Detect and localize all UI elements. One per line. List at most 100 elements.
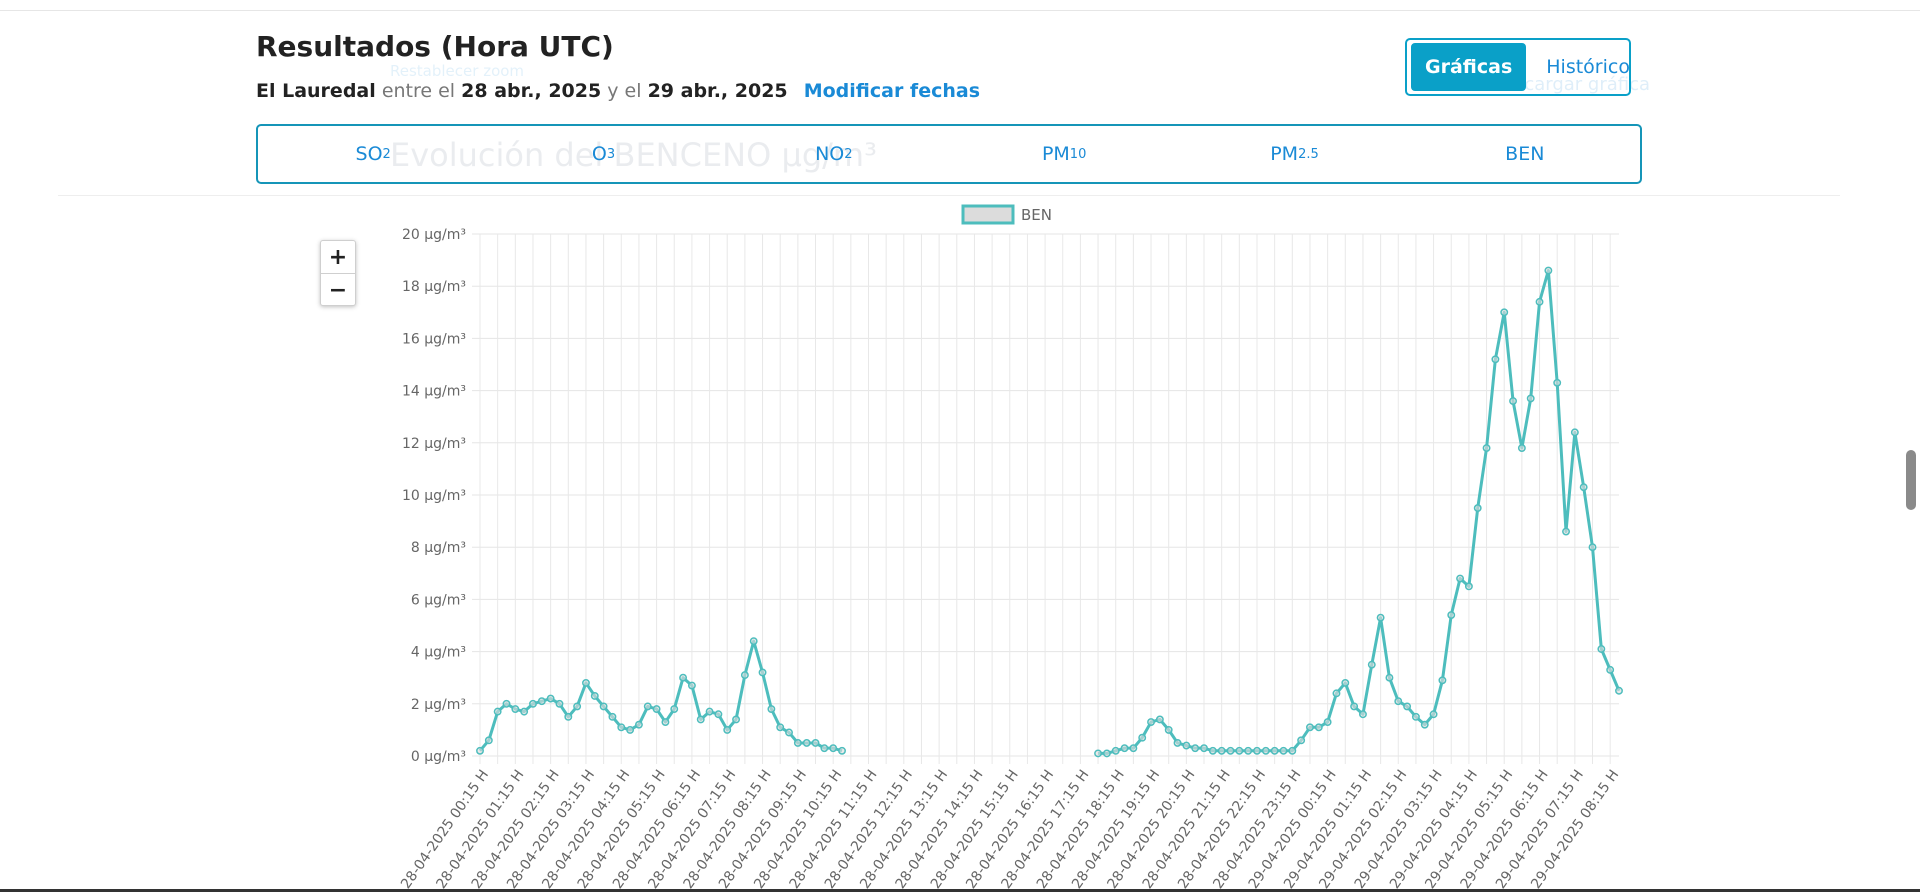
data-point	[1606, 665, 1615, 674]
data-point	[1297, 736, 1306, 745]
data-point	[758, 668, 767, 677]
data-point	[1420, 720, 1429, 729]
date-range-subtitle: El Lauredal entre el 28 abr., 2025 y el …	[256, 80, 980, 102]
data-point	[1147, 718, 1155, 727]
data-point	[829, 744, 838, 753]
zoom-in-button[interactable]: +	[321, 241, 355, 274]
data-point	[1597, 645, 1606, 653]
data-point	[1482, 444, 1491, 452]
tab-so2-label: SO	[355, 143, 383, 165]
benzene-line-chart: 0 µg/m³ 2 µg/m³ 4 µg/m³ 6 µg/m³ 8 µg/m³ 10 µg…	[398, 204, 1623, 889]
tab-ben[interactable]: BEN	[1410, 126, 1640, 182]
and-text: y el	[607, 80, 642, 102]
history-button[interactable]: Histórico	[1532, 43, 1644, 91]
data-point	[1447, 611, 1456, 620]
data-point	[1270, 746, 1279, 755]
page-title: Resultados (Hora UTC)	[256, 30, 614, 63]
y-tick-label: 20 µg/m³	[402, 227, 466, 243]
data-point	[1517, 444, 1526, 452]
data-point	[1509, 397, 1517, 405]
data-point	[1358, 710, 1367, 719]
zoom-out-button[interactable]: −	[328, 277, 348, 303]
data-point	[723, 725, 732, 734]
data-point	[529, 699, 537, 708]
data-point	[484, 736, 493, 745]
section-divider	[58, 195, 1840, 196]
tab-no2-sub: 2	[844, 146, 853, 162]
modify-dates-link[interactable]: Modificar fechas	[803, 80, 981, 102]
bottom-edge	[0, 889, 1920, 892]
tab-pm25-sub: 2.5	[1298, 146, 1319, 162]
data-point	[1411, 712, 1420, 721]
data-point	[564, 712, 573, 721]
page-scrollbar[interactable]	[1906, 450, 1916, 510]
data-point	[749, 637, 758, 646]
data-point	[732, 715, 741, 724]
data-point	[696, 715, 705, 724]
data-point	[1350, 702, 1359, 711]
data-point	[573, 702, 582, 711]
data-point	[811, 739, 820, 747]
data-point	[838, 746, 846, 755]
data-point	[661, 718, 670, 727]
data-point	[652, 705, 661, 713]
data-point	[785, 728, 793, 737]
series-points	[476, 266, 1623, 758]
data-point	[1544, 266, 1553, 275]
data-point	[1535, 297, 1544, 306]
data-point	[1341, 678, 1350, 687]
data-point	[1138, 733, 1147, 742]
y-tick-label: 8 µg/m³	[411, 540, 466, 556]
data-point	[476, 746, 484, 755]
data-point	[502, 699, 511, 708]
data-point	[687, 681, 696, 690]
data-point	[1403, 702, 1412, 711]
series-line-ben	[1098, 269, 1621, 755]
y-tick-label: 14 µg/m³	[402, 384, 466, 400]
data-point	[1615, 686, 1623, 695]
tab-so2-sub: 2	[382, 146, 391, 162]
y-tick-label: 10 µg/m³	[402, 488, 466, 504]
tab-no2[interactable]: NO 2	[719, 126, 949, 182]
data-point	[714, 710, 723, 719]
tab-pm10[interactable]: PM 10	[949, 126, 1179, 182]
y-tick-label: 0 µg/m³	[411, 749, 466, 765]
data-point	[1208, 746, 1217, 755]
data-point	[1553, 378, 1562, 387]
tab-pm25[interactable]: PM 2.5	[1179, 126, 1409, 182]
data-point	[1438, 676, 1447, 685]
data-point	[555, 699, 564, 708]
legend-swatch	[961, 204, 1015, 225]
y-axis: 0 µg/m³ 2 µg/m³ 4 µg/m³ 6 µg/m³ 8 µg/m³ 10 µg…	[402, 227, 466, 765]
data-point	[643, 702, 652, 711]
data-point	[1164, 725, 1173, 734]
station-name: El Lauredal	[256, 80, 376, 102]
y-tick-label: 4 µg/m³	[411, 645, 466, 661]
data-point	[1217, 746, 1226, 755]
data-point	[1394, 697, 1403, 706]
tab-o3-label: O	[591, 143, 607, 165]
date-to: 29 abr., 2025	[647, 80, 788, 102]
data-point	[740, 671, 749, 680]
tab-so2[interactable]: SO 2	[258, 126, 488, 182]
data-point	[1491, 355, 1500, 364]
data-point	[670, 705, 679, 713]
data-point	[590, 692, 599, 700]
data-point	[1173, 739, 1182, 747]
data-point	[1570, 428, 1579, 437]
tab-pm10-label: PM	[1041, 143, 1070, 165]
data-point	[1261, 746, 1270, 755]
data-point	[617, 723, 626, 732]
data-point	[1314, 723, 1323, 732]
graphs-button[interactable]: Gráficas	[1411, 43, 1527, 91]
data-point	[511, 705, 520, 713]
data-point	[1456, 574, 1465, 583]
data-point	[1094, 749, 1103, 758]
chart-legend: BEN	[961, 204, 1052, 225]
data-point	[767, 705, 776, 713]
data-point	[1500, 308, 1509, 317]
data-point	[1306, 723, 1314, 732]
background-reset-zoom: Restablecer zoom	[390, 62, 525, 80]
